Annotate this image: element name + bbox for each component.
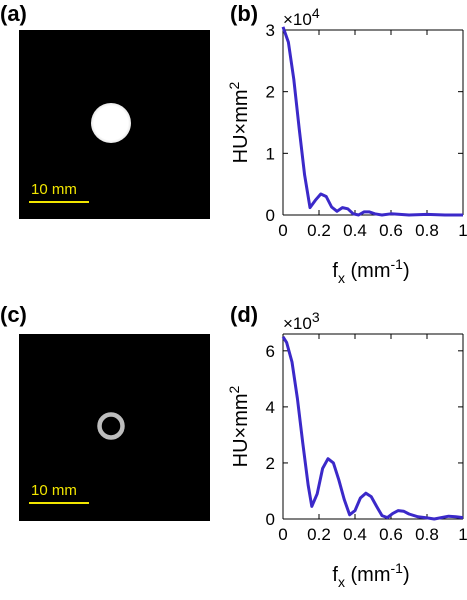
- scalebar-line-a: [29, 201, 89, 203]
- y-axis-label: HU×mm2: [226, 385, 252, 467]
- x-axis-label: fx (mm-1): [332, 256, 409, 286]
- y-tick-label: 2: [266, 83, 275, 102]
- exponent-label: ×104: [283, 5, 320, 29]
- x-tick-label: 0.4: [343, 525, 367, 544]
- x-tick-label: 0.8: [415, 221, 439, 240]
- exponent-label: ×103: [283, 309, 320, 333]
- x-tick-label: 1: [458, 525, 467, 544]
- panel-label-c: (c): [0, 302, 27, 327]
- x-tick-label: 0.4: [343, 221, 367, 240]
- ring-graphic: [97, 412, 125, 440]
- ring-shape: [97, 412, 125, 440]
- series-line: [281, 335, 464, 521]
- y-tick-label: 0: [266, 510, 275, 529]
- x-tick-label: 0.2: [307, 525, 331, 544]
- x-tick-label: 0.8: [415, 525, 439, 544]
- y-tick-label: 0: [266, 206, 275, 225]
- image-ring: [19, 334, 210, 521]
- disk-graphic: [91, 103, 131, 143]
- x-tick-label: 0: [278, 221, 287, 240]
- panel-label-d: (d): [230, 302, 259, 327]
- x-tick-label: 0.6: [379, 221, 403, 240]
- x-tick-label: 0: [278, 525, 287, 544]
- y-tick-label: 6: [266, 342, 275, 361]
- y-tick-label: 1: [266, 144, 275, 163]
- x-tick-label: 0.2: [307, 221, 331, 240]
- y-tick-label: 3: [266, 21, 275, 40]
- x-axis-label: fx (mm-1): [332, 560, 409, 590]
- panel-label-a: (a): [0, 1, 27, 26]
- panel-label-b: (b): [230, 1, 259, 26]
- scalebar-text-a: 10 mm: [31, 181, 77, 198]
- y-tick-label: 4: [266, 398, 275, 417]
- scalebar-line-c: [29, 502, 89, 504]
- x-tick-label: 1: [458, 221, 467, 240]
- image-filled-disk: [19, 30, 210, 219]
- series-line: [281, 26, 463, 217]
- disk-shape: [91, 103, 131, 143]
- y-tick-label: 2: [266, 454, 275, 473]
- y-axis-label: HU×mm2: [226, 81, 252, 163]
- x-tick-label: 0.6: [379, 525, 403, 544]
- scalebar-text-c: 10 mm: [31, 482, 77, 499]
